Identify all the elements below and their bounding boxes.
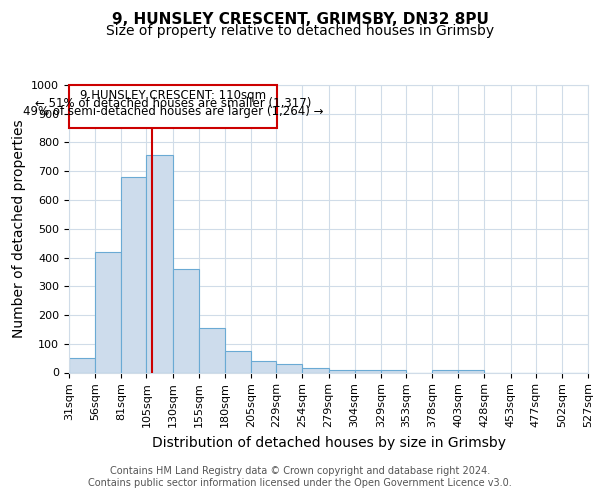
Bar xyxy=(302,368,329,372)
Bar xyxy=(432,370,458,372)
Text: Contains public sector information licensed under the Open Government Licence v3: Contains public sector information licen… xyxy=(88,478,512,488)
Bar xyxy=(121,177,146,372)
Text: Size of property relative to detached houses in Grimsby: Size of property relative to detached ho… xyxy=(106,24,494,38)
Bar xyxy=(225,351,251,372)
X-axis label: Distribution of detached houses by size in Grimsby: Distribution of detached houses by size … xyxy=(151,436,505,450)
Bar xyxy=(199,328,225,372)
Bar xyxy=(69,358,95,372)
Bar xyxy=(95,252,121,372)
Text: Contains HM Land Registry data © Crown copyright and database right 2024.: Contains HM Land Registry data © Crown c… xyxy=(110,466,490,476)
Bar xyxy=(146,156,173,372)
FancyBboxPatch shape xyxy=(69,85,277,128)
Y-axis label: Number of detached properties: Number of detached properties xyxy=(12,120,26,338)
Bar xyxy=(276,364,302,372)
Bar xyxy=(173,269,199,372)
Bar xyxy=(381,370,406,372)
Text: 9 HUNSLEY CRESCENT: 110sqm: 9 HUNSLEY CRESCENT: 110sqm xyxy=(80,88,266,102)
Bar xyxy=(458,370,484,372)
Text: 9, HUNSLEY CRESCENT, GRIMSBY, DN32 8PU: 9, HUNSLEY CRESCENT, GRIMSBY, DN32 8PU xyxy=(112,12,488,28)
Bar xyxy=(355,370,381,372)
Text: 49% of semi-detached houses are larger (1,264) →: 49% of semi-detached houses are larger (… xyxy=(23,104,323,118)
Text: ← 51% of detached houses are smaller (1,317): ← 51% of detached houses are smaller (1,… xyxy=(35,97,311,110)
Bar xyxy=(329,370,355,372)
Bar xyxy=(251,361,276,372)
